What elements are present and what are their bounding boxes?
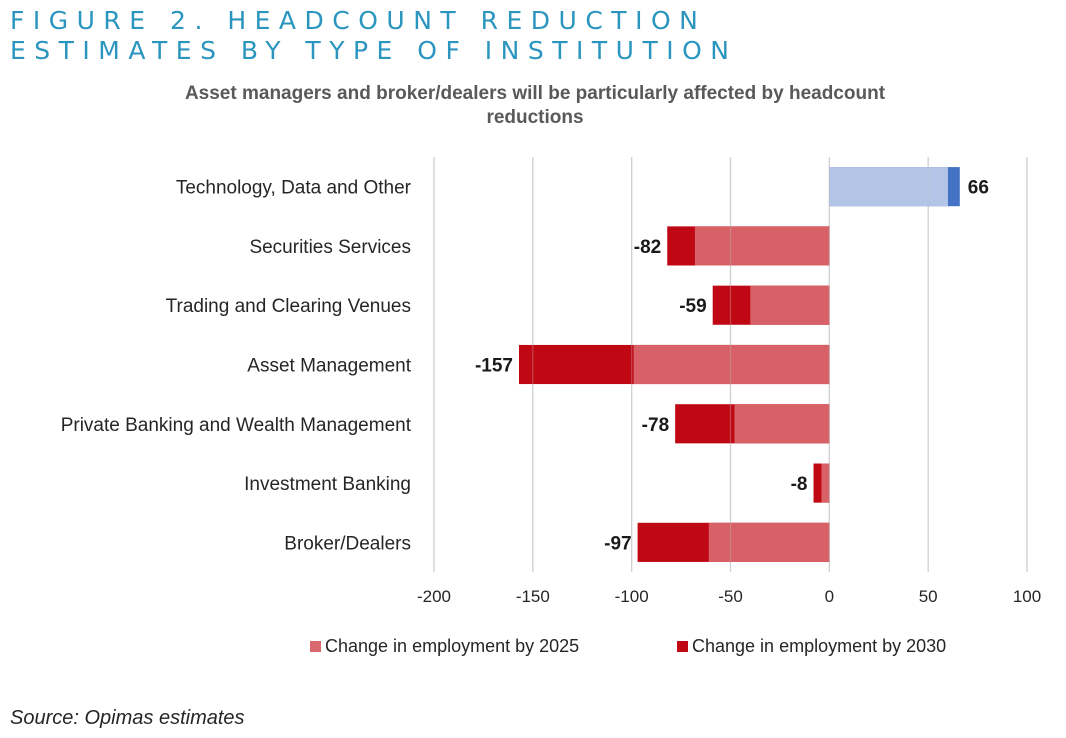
data-label: -97: [604, 533, 631, 554]
figure-title: FIGURE 2. HEADCOUNT REDUCTION ESTIMATES …: [10, 6, 737, 66]
x-tick-label: -50: [718, 587, 743, 606]
figure-title-line-1: FIGURE 2. HEADCOUNT REDUCTION: [10, 6, 707, 35]
category-label: Trading and Clearing Venues: [166, 296, 411, 317]
bar-2025: [821, 463, 830, 503]
x-tick-label: -200: [417, 587, 451, 606]
data-label: -82: [634, 237, 661, 258]
x-tick-label: 50: [919, 587, 938, 606]
chart-title: Asset managers and broker/dealers will b…: [184, 83, 886, 128]
category-label: Securities Services: [249, 237, 411, 258]
x-tick-label: 0: [825, 587, 834, 606]
x-tick-label: -100: [615, 587, 649, 606]
bar-2025: [734, 404, 830, 444]
data-label: -78: [642, 415, 669, 436]
x-tick-label: 100: [1013, 587, 1041, 606]
data-labels: 66 -82 -59 -157 -78 -8 -97: [475, 178, 989, 555]
x-axis-ticks: -200 -150 -100 -50 0 50 100: [417, 587, 1041, 606]
legend-swatch-2030: [677, 641, 688, 652]
legend-swatch-2025: [310, 641, 321, 652]
category-label: Investment Banking: [244, 474, 411, 495]
legend-label-2025: Change in employment by 2025: [325, 636, 580, 656]
source-note: Source: Opimas estimates: [10, 707, 245, 729]
category-label: Private Banking and Wealth Management: [61, 415, 412, 436]
data-label: -157: [475, 356, 513, 377]
bars: [433, 157, 1028, 572]
legend-item-2025: Change in employment by 2025: [310, 636, 579, 657]
legend-label-2030: Change in employment by 2030: [692, 636, 947, 656]
bar-2025: [694, 226, 830, 266]
data-label: -8: [791, 474, 808, 495]
bar-2025: [750, 285, 830, 325]
category-label: Broker/Dealers: [284, 533, 411, 554]
category-label: Technology, Data and Other: [176, 178, 412, 199]
data-label: -59: [679, 296, 706, 317]
bar-2025: [633, 344, 830, 385]
x-tick-label: -150: [516, 587, 550, 606]
bar-2025: [829, 167, 948, 207]
legend-item-2030: Change in employment by 2030: [677, 636, 946, 657]
bar-2025: [708, 522, 830, 562]
data-label: 66: [968, 178, 989, 199]
category-label: Asset Management: [247, 356, 411, 377]
category-labels: Technology, Data and Other Securities Ser…: [61, 178, 412, 555]
figure-title-line-2: ESTIMATES BY TYPE OF INSTITUTION: [10, 36, 738, 65]
